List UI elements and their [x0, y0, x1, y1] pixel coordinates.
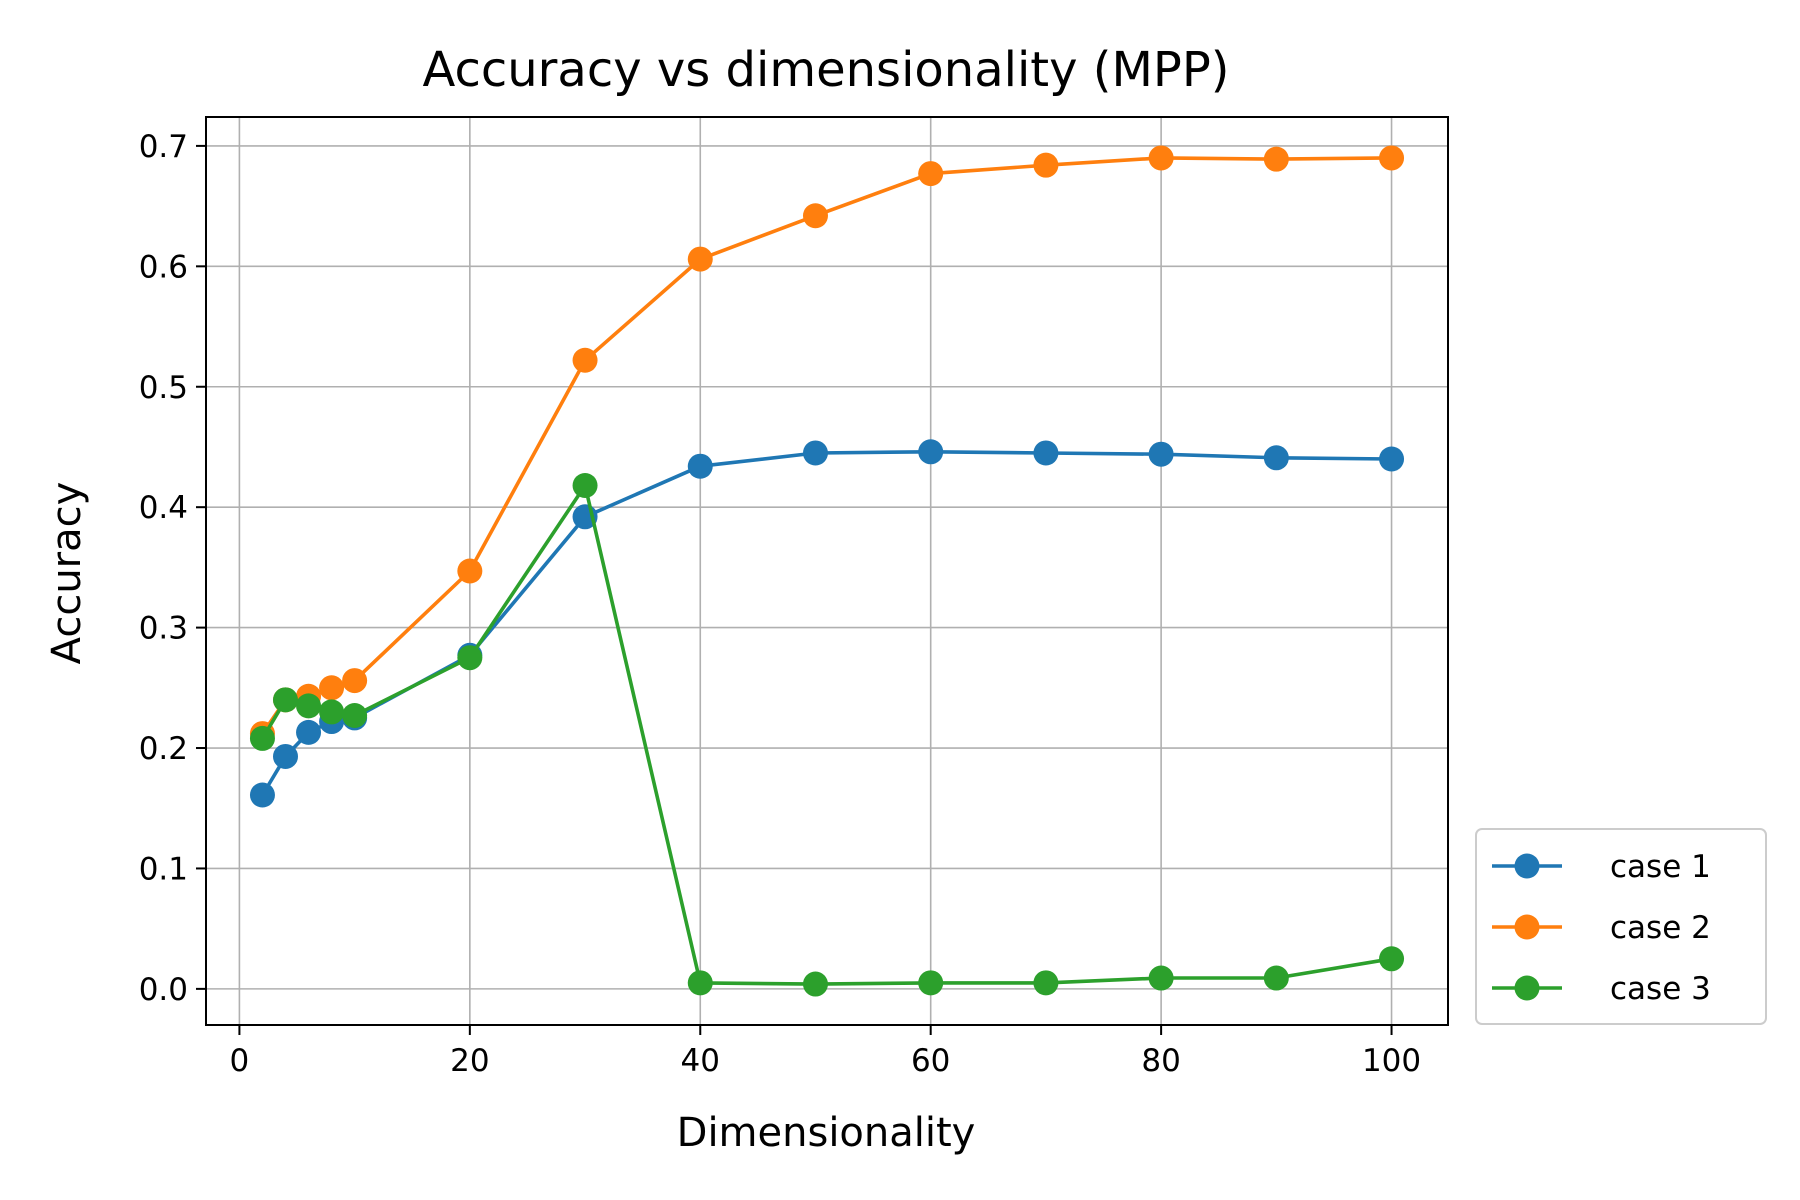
data-point — [918, 970, 944, 996]
data-point — [319, 699, 345, 725]
data-point — [1148, 441, 1174, 467]
legend: case 1 case 2 case 3 — [1475, 828, 1767, 1025]
data-point — [918, 161, 944, 187]
legend-item: case 1 — [1492, 849, 1711, 885]
y-tick-label: 0.3 — [139, 611, 188, 647]
y-tick-label: 0.2 — [139, 731, 188, 767]
y-tick-label: 0.7 — [139, 129, 188, 165]
legend-marker — [1514, 853, 1540, 879]
data-point — [1263, 146, 1289, 172]
y-tick-label: 0.0 — [139, 972, 188, 1008]
data-point — [802, 440, 828, 466]
data-point — [572, 347, 598, 373]
chart-title: Accuracy vs dimensionality (MPP) — [422, 42, 1229, 98]
axis-ticks: 0 20 40 60 80 100 0.0 0.1 0.2 0.3 0.4 0.5 0.6 0.7 — [139, 129, 1421, 1079]
legend-label: case 2 — [1610, 910, 1711, 946]
legend-label: case 1 — [1610, 849, 1711, 885]
y-tick-label: 0.1 — [139, 851, 188, 887]
legend-item: case 2 — [1492, 910, 1711, 946]
plot-frame — [205, 116, 1449, 1026]
data-point — [1148, 145, 1174, 171]
data-point — [272, 687, 298, 713]
data-point — [249, 725, 275, 751]
data-point — [457, 558, 483, 584]
x-tick-label: 0 — [230, 1043, 250, 1079]
data-point — [572, 472, 598, 498]
series-lines — [249, 145, 1405, 997]
y-tick-label: 0.5 — [139, 370, 188, 406]
data-point — [687, 970, 713, 996]
x-tick-label: 80 — [1141, 1043, 1180, 1079]
legend-frame — [1475, 828, 1767, 1025]
data-point — [687, 453, 713, 479]
data-point — [918, 439, 944, 465]
x-tick-label: 100 — [1362, 1043, 1421, 1079]
data-point — [802, 203, 828, 229]
data-point — [272, 743, 298, 769]
data-point — [457, 645, 483, 671]
data-point — [687, 246, 713, 272]
data-point — [1263, 965, 1289, 991]
data-point — [1033, 440, 1059, 466]
legend-marker — [1514, 914, 1540, 940]
data-point — [342, 703, 368, 729]
legend-label: case 3 — [1610, 971, 1711, 1007]
legend-item: case 3 — [1492, 971, 1711, 1007]
x-axis-label: Dimensionality — [677, 1110, 976, 1156]
data-point — [296, 693, 322, 719]
y-axis-label: Accuracy — [44, 482, 90, 665]
data-point — [802, 971, 828, 997]
data-point — [1148, 965, 1174, 991]
series-3 — [249, 472, 1405, 997]
y-tick-label: 0.4 — [139, 490, 188, 526]
data-point — [1379, 946, 1405, 972]
data-point — [296, 719, 322, 745]
y-tick-label: 0.6 — [139, 249, 188, 285]
data-point — [1263, 445, 1289, 471]
data-point — [319, 675, 345, 701]
x-tick-label: 20 — [450, 1043, 489, 1079]
data-point — [1379, 446, 1405, 472]
data-point — [1033, 970, 1059, 996]
data-point — [342, 668, 368, 694]
x-tick-label: 60 — [911, 1043, 950, 1079]
data-point — [1033, 152, 1059, 178]
x-tick-label: 40 — [681, 1043, 720, 1079]
data-point — [1379, 145, 1405, 171]
data-point — [249, 782, 275, 808]
legend-marker — [1514, 975, 1540, 1001]
